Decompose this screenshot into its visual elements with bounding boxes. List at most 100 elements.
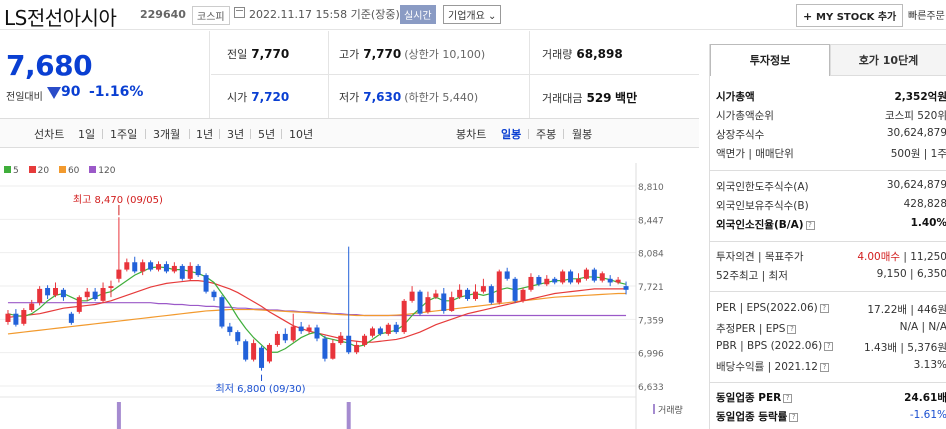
help-icon[interactable]: ? (819, 363, 829, 372)
candle-body (504, 271, 510, 279)
pbr-label-text: PBR | BPS (2022.06) (716, 340, 823, 352)
per-values: 17.22배 | 446원 (867, 304, 946, 316)
sector-per-value-text: 24.61배 (904, 392, 946, 404)
timestamp: 2022.11.17 15:58 기준(장중) (249, 8, 400, 21)
sector-chg-value: -1.61% (909, 409, 946, 421)
low-price: 저가 7,630 (하한가 5,440) (339, 89, 478, 105)
candle-body (132, 262, 138, 272)
candle-body (599, 273, 605, 281)
help-icon[interactable]: ? (783, 394, 793, 403)
legend-swatch (58, 166, 66, 173)
help-icon[interactable]: ? (819, 304, 829, 313)
legend-ma60: 60 (58, 166, 79, 176)
mystock-add-button[interactable]: + MY STOCK 추가 (796, 4, 904, 27)
candle-body (465, 289, 471, 299)
candle-body (100, 287, 106, 301)
fast-order-link[interactable]: 빠른주문 (908, 11, 945, 22)
tab-weekly[interactable]: 주봉 (536, 128, 557, 141)
sector-per-label-text: 동일업종 PER (716, 392, 782, 404)
tab-3month[interactable]: 3개월 (153, 128, 181, 141)
candle-body (148, 262, 154, 270)
tab-1day[interactable]: 1일 (78, 128, 96, 141)
candlestick-chart[interactable]: 8,810 8,447 8,084 7,721 7,359 6,996 6,633 최고 8,… (0, 163, 699, 429)
candle-body (575, 278, 581, 283)
candle-body (449, 297, 455, 311)
volume: 거래량 68,898 (542, 46, 623, 62)
legend-ma120: 120 (89, 166, 115, 176)
divider (102, 129, 103, 139)
candle-body (179, 265, 185, 279)
tab-invest-info[interactable]: 투자정보 (710, 44, 830, 76)
sector-chg-label: 동일업종 등락률? (716, 409, 799, 424)
change-amount: 90 (61, 84, 81, 100)
y-tick-label: 7,721 (638, 283, 664, 293)
y-tick-label: 6,633 (638, 383, 664, 393)
candle-body (417, 291, 423, 314)
candle-body (346, 335, 352, 353)
bps-value: 5,376원 (907, 342, 946, 354)
candle-body (330, 343, 336, 359)
candle-chart-label: 봉차트 (456, 128, 487, 141)
candle-body (552, 278, 558, 283)
candle-body (338, 335, 344, 344)
divider (219, 129, 220, 139)
candle-body (607, 278, 613, 283)
week52-high: 9,150 (876, 268, 907, 280)
legend-swatch (89, 166, 97, 173)
help-icon[interactable]: ? (789, 413, 799, 422)
candle-body (385, 324, 391, 334)
dividend-value: 3.13% (913, 359, 946, 371)
tab-1year[interactable]: 1년 (196, 128, 214, 141)
candle-body (108, 286, 114, 288)
change-percent: -1.16% (89, 84, 144, 100)
divider (189, 129, 190, 139)
opinion-values: 4.00매수 | 11,250 (857, 251, 946, 263)
amount-label: 거래대금 (542, 92, 583, 105)
candle-body (520, 289, 526, 301)
candle-body (13, 313, 19, 325)
est-per-label-text: 추정PER | EPS (716, 323, 786, 335)
legend-ma5: 5 (4, 166, 19, 176)
divider (211, 74, 699, 75)
cap-rank-value: 코스피 520위 (884, 110, 946, 122)
legend-label: 20 (37, 166, 50, 176)
candle-body (457, 289, 463, 298)
period-tabs: 선차트 1일 1주일 3개월 1년 3년 5년 10년 봉차트 일봉 주봉 월봉 (0, 118, 699, 148)
volume-legend-swatch (653, 404, 655, 414)
candle-body (425, 297, 431, 312)
candle-body (187, 265, 193, 279)
candle-body (615, 279, 621, 283)
candle-body (362, 335, 368, 345)
high-label: 고가 (339, 48, 360, 61)
tab-10year[interactable]: 10년 (289, 128, 314, 141)
help-icon[interactable]: ? (787, 325, 797, 334)
face-label: 액면가 | 매매단위 (716, 148, 794, 160)
help-icon[interactable]: ? (824, 342, 834, 351)
candle-body (235, 332, 241, 342)
company-info-button[interactable]: 기업개요 ⌄ (443, 5, 502, 24)
candle-body (84, 291, 90, 298)
open-price: 시가 7,720 (227, 89, 289, 105)
est-eps-value: N/A (928, 321, 946, 333)
help-icon[interactable]: ? (805, 221, 815, 230)
tab-1week[interactable]: 1주일 (110, 128, 138, 141)
amount-unit: 백만 (615, 91, 638, 105)
tab-orderbook[interactable]: 호가 10단계 (830, 44, 946, 76)
tab-daily[interactable]: 일봉 (501, 128, 522, 141)
invest-info-panel: 투자정보 호가 10단계 시가총액 2,352억원 시가총액순위 코스피 520… (709, 44, 946, 429)
mystock-label: MY STOCK 추가 (816, 12, 897, 23)
legend-label: 120 (98, 166, 116, 176)
realtime-badge[interactable]: 실시간 (400, 5, 436, 24)
dividend-label-text: 배당수익률 | 2021.12 (716, 361, 818, 373)
y-tick-label: 7,359 (638, 316, 664, 326)
market-cap-label: 시가총액 (716, 89, 755, 104)
candle-body (195, 265, 201, 276)
est-per-value: N/A (899, 321, 919, 333)
tab-3year[interactable]: 3년 (227, 128, 245, 141)
tab-5year[interactable]: 5년 (258, 128, 276, 141)
candle-body (163, 264, 169, 272)
price-box: 7,680 전일대비 90 -1.16% (0, 31, 210, 118)
tab-monthly[interactable]: 월봉 (572, 128, 593, 141)
company-name: LS전선아시아 (4, 6, 117, 30)
candle-body (60, 289, 66, 298)
